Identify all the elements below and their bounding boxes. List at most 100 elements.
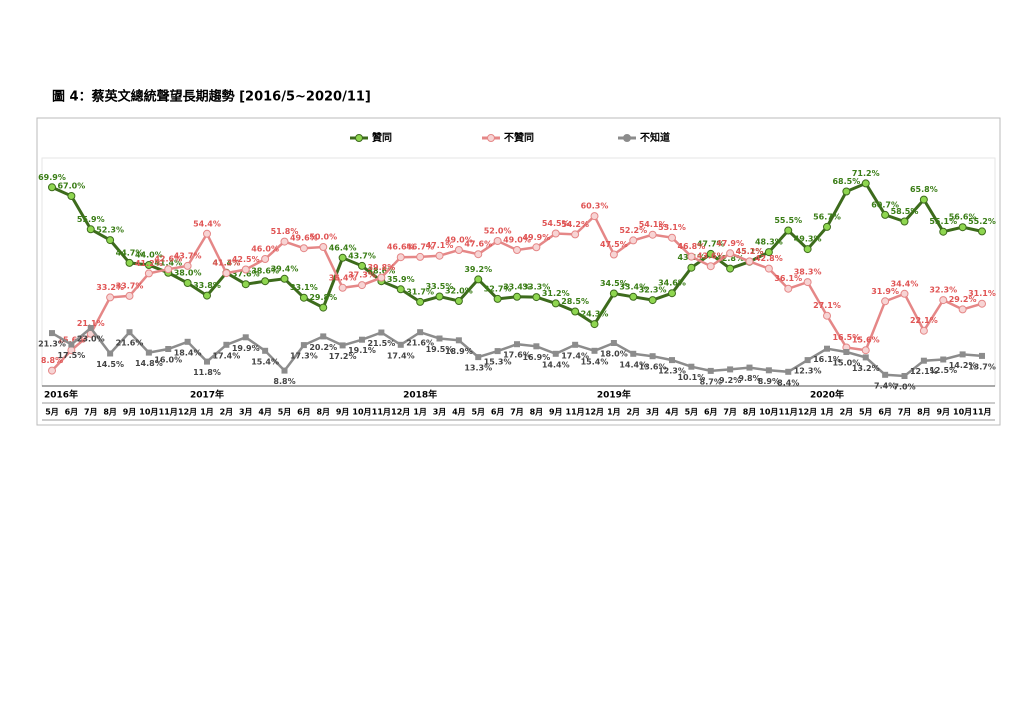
x-tick-label: 12月 (178, 408, 197, 417)
x-tick-label: 7月 (510, 408, 524, 417)
data-label: 21.6% (406, 339, 434, 348)
data-label: 21.3% (38, 340, 66, 349)
data-point (648, 296, 657, 305)
data-point (86, 225, 95, 234)
data-label: 23.0% (77, 335, 105, 344)
year-label: 2020年 (810, 389, 844, 401)
data-point (842, 187, 851, 196)
data-label: 13.2% (852, 364, 880, 373)
data-label: 36.4% (329, 273, 357, 282)
data-point (843, 349, 850, 355)
data-point (861, 179, 870, 188)
data-label: 12.5% (929, 366, 957, 375)
data-point (610, 340, 617, 346)
data-point (319, 243, 328, 251)
data-point (280, 237, 289, 246)
x-tick-label: 8月 (316, 408, 330, 417)
data-point (454, 297, 463, 305)
data-point (107, 350, 114, 357)
x-tick-label: 6月 (878, 408, 892, 417)
x-tick-label: 11月 (372, 408, 391, 417)
data-label: 9.2% (719, 376, 741, 385)
data-label: 15.4% (581, 357, 609, 366)
data-point (68, 341, 75, 348)
data-label: 16.5% (832, 333, 860, 342)
data-point (494, 348, 501, 355)
data-label: 32.7% (484, 284, 512, 293)
data-point (319, 303, 328, 312)
data-label: 33.2% (96, 283, 124, 292)
x-tick-label: 9月 (936, 408, 950, 417)
data-point (261, 277, 270, 286)
data-label: 21.6% (116, 339, 144, 348)
data-label: 19.1% (348, 346, 376, 355)
data-label: 37.3% (348, 271, 376, 280)
data-label: 27.1% (813, 301, 841, 310)
data-point (940, 356, 947, 363)
data-point (339, 342, 346, 349)
data-label: 52.0% (484, 227, 512, 236)
legend-label: 不贊同 (504, 131, 534, 144)
data-point (475, 354, 482, 361)
data-point (649, 353, 656, 360)
year-label: 2016年 (44, 389, 78, 401)
data-label: 54.2% (561, 220, 589, 229)
data-label: 68.5% (832, 177, 860, 186)
data-point (455, 337, 462, 344)
data-label: 41.4% (212, 258, 240, 267)
data-point (358, 261, 366, 270)
data-point (764, 248, 773, 257)
data-point (184, 338, 191, 345)
data-label: 34.6% (658, 279, 686, 288)
chart-title: 圖 4：蔡英文總統聲望長期趨勢 [2016/5~2020/11] (52, 89, 371, 105)
x-tick-label: 8月 (530, 408, 544, 417)
data-point (629, 292, 638, 301)
data-point (300, 342, 307, 349)
data-point (261, 255, 270, 263)
data-point (862, 354, 869, 361)
data-label: 13.6% (639, 363, 667, 372)
legend-label: 不知道 (640, 131, 670, 144)
data-label: 45.1% (736, 247, 764, 256)
data-label: 19.5% (426, 345, 454, 354)
data-point (688, 363, 695, 370)
data-label: 38.0% (174, 269, 202, 278)
data-label: 45.2% (736, 247, 764, 256)
data-point (900, 217, 909, 226)
data-label: 49.0% (445, 236, 473, 245)
data-label: 42.8% (755, 254, 783, 263)
data-label: 52.3% (96, 226, 124, 235)
data-point (919, 195, 928, 204)
data-point (165, 346, 172, 352)
data-point (436, 335, 443, 342)
data-label: 12.3% (658, 367, 686, 376)
data-label: 17.2% (329, 352, 357, 361)
data-point (590, 320, 599, 329)
data-label: 41.2% (135, 259, 163, 268)
data-point (785, 368, 792, 375)
x-tick-label: 8月 (917, 408, 931, 417)
x-tick-label: 3月 (646, 408, 660, 417)
data-point (204, 358, 210, 365)
x-tick-label: 1月 (820, 408, 834, 417)
data-point (513, 292, 521, 301)
data-point (978, 299, 986, 308)
data-point (454, 246, 463, 254)
data-point (164, 265, 173, 274)
data-point (223, 341, 230, 348)
data-point (881, 297, 890, 306)
x-tick-label: 7月 (723, 408, 737, 417)
data-point (804, 357, 811, 364)
data-point (377, 273, 386, 282)
data-point (571, 307, 580, 316)
data-point (668, 233, 676, 242)
data-label: 55.9% (77, 215, 105, 224)
data-label: 71.2% (852, 169, 880, 178)
data-label: 43.6% (697, 252, 725, 261)
data-point (532, 293, 541, 302)
data-point (959, 351, 966, 358)
data-point (978, 227, 986, 236)
data-label: 38.6% (367, 267, 395, 276)
data-label: 20.2% (309, 343, 337, 352)
data-label: 50.0% (309, 233, 337, 242)
